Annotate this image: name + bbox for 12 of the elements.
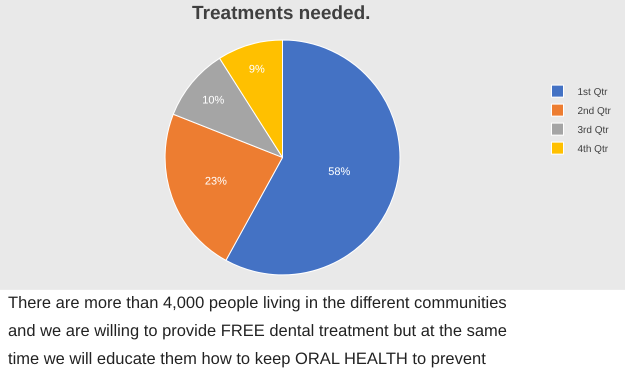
text: and we are willing to provide FREE dental treatment but at the same — [8, 322, 507, 340]
legend-label: 4th Qtr — [578, 144, 609, 156]
data-label: 10% — [202, 94, 224, 106]
data-label: 23% — [204, 175, 228, 188]
data-label: 9% — [248, 63, 265, 76]
text: time we will educate them how to keep ORAL HEALTH to prevent — [8, 350, 486, 368]
text: There are more than 4,000 people living in the different communities — [8, 294, 507, 312]
legend-label: 2nd Qtr — [578, 106, 612, 118]
data-label: 58% — [328, 166, 350, 178]
legend-label: 3rd Qtr — [578, 125, 610, 136]
chart-title: Treatments needed. — [192, 2, 370, 24]
legend-label: 1st Qtr — [578, 87, 608, 98]
